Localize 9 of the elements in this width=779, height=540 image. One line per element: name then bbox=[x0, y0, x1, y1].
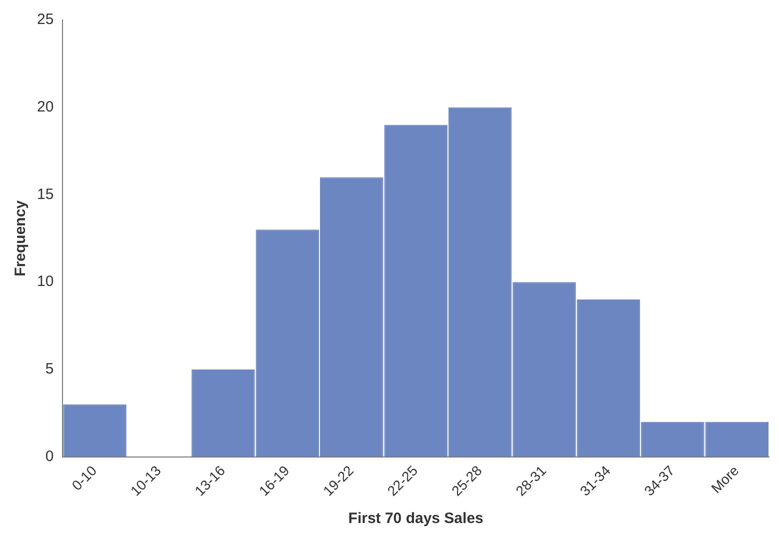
y-tick-label: 0 bbox=[45, 448, 54, 465]
x-axis-title: First 70 days Sales bbox=[348, 510, 484, 528]
y-tick-label: 10 bbox=[36, 273, 54, 290]
y-tick-label: 20 bbox=[36, 98, 54, 116]
y-axis-title: Frequency bbox=[12, 200, 30, 276]
y-tick-label: 25 bbox=[36, 11, 54, 28]
y-tick-label: 5 bbox=[45, 360, 54, 378]
x-tick-label: 0-10 bbox=[68, 462, 100, 494]
y-tick-label: 15 bbox=[36, 186, 54, 203]
